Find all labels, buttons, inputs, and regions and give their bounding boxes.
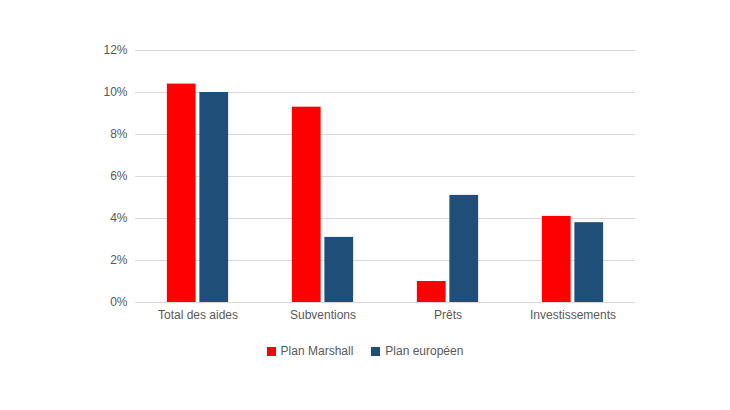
svg-text:6%: 6% [110, 169, 128, 183]
html-text:Plan Marshall: Plan Marshall [280, 344, 354, 358]
svg-text:0%: 0% [110, 295, 128, 309]
svg-text:10%: 10% [103, 85, 127, 99]
svg-text:4%: 4% [110, 211, 128, 225]
svg-text:8%: 8% [110, 127, 128, 141]
svg-text:12%: 12% [103, 43, 127, 57]
svg-text:Subventions: Subventions [290, 308, 356, 322]
svg-text:Investissements: Investissements [530, 308, 616, 322]
svg-text:Total des aides: Total des aides [158, 308, 238, 322]
svg-text:Prêts: Prêts [434, 308, 462, 322]
svg-text:2%: 2% [110, 253, 128, 267]
html-text:Plan européen: Plan européen [385, 344, 464, 358]
